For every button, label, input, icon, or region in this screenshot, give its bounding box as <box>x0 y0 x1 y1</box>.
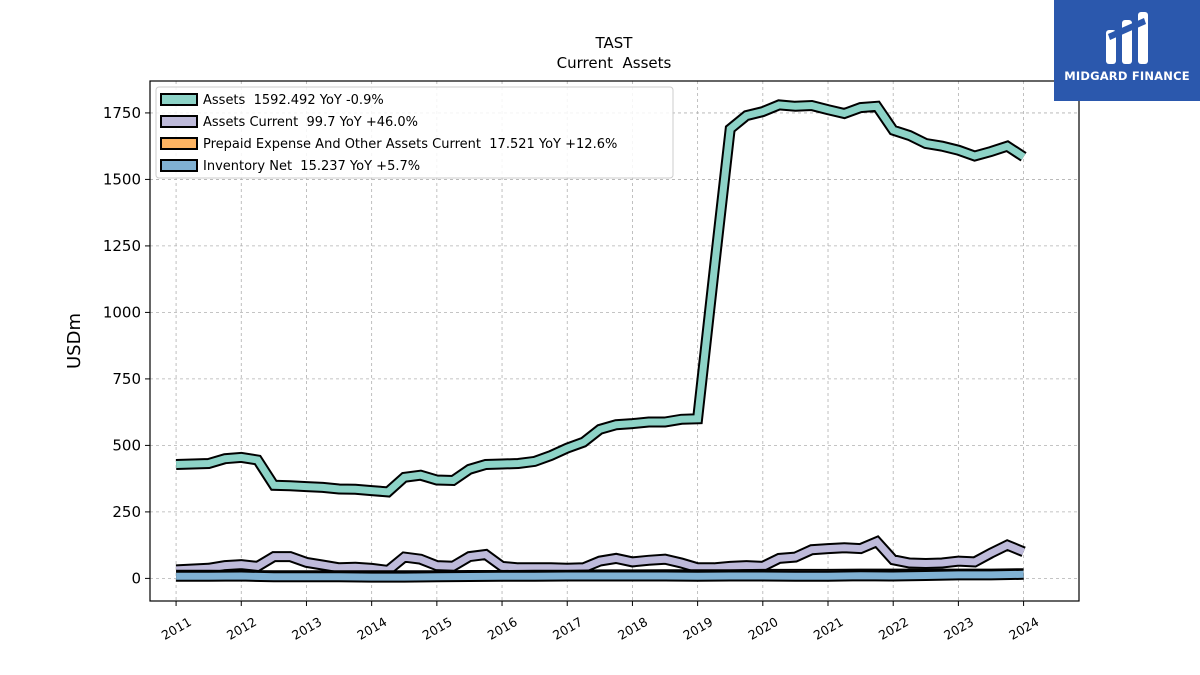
x-tick-label: 2022 <box>876 614 911 643</box>
x-tick-label: 2012 <box>224 614 259 643</box>
x-tick-label: 2024 <box>1006 614 1041 643</box>
legend-label: Prepaid Expense And Other Assets Current… <box>203 137 617 152</box>
x-tick-label: 2016 <box>485 614 520 643</box>
x-tick-label: 2018 <box>615 614 650 643</box>
y-tick-label: 0 <box>131 569 141 587</box>
y-tick-label: 500 <box>112 436 141 454</box>
series-line-outline <box>175 535 1026 577</box>
legend-swatch <box>160 159 198 172</box>
legend-label: Assets Current 99.7 YoY +46.0% <box>203 115 418 130</box>
series-line <box>175 101 1026 496</box>
legend-label: Inventory Net 15.237 YoY +5.7% <box>203 159 420 174</box>
y-tick-label: 750 <box>112 370 141 388</box>
x-tick-label: 2017 <box>550 614 585 643</box>
x-tick-label: 2011 <box>159 614 194 643</box>
series-line <box>175 537 1025 575</box>
x-tick-label: 2013 <box>289 614 324 643</box>
brand-name: MIDGARD FINANCE <box>1064 69 1190 83</box>
legend-label: Assets 1592.492 YoY -0.9% <box>203 93 384 108</box>
x-tick-label: 2021 <box>811 614 846 643</box>
y-tick-label: 250 <box>112 503 141 521</box>
brand-logo: MIDGARD FINANCE <box>1054 0 1200 101</box>
legend-box <box>155 86 674 179</box>
y-tick-label: 1500 <box>103 170 141 188</box>
y-axis-label: USDm <box>64 313 85 369</box>
chart-title: TAST <box>595 34 634 52</box>
brand-mark-icon <box>1106 12 1148 64</box>
plot-frame <box>149 80 1080 602</box>
series-line <box>176 570 1024 581</box>
y-tick-label: 1750 <box>103 104 141 122</box>
x-tick-label: 2015 <box>420 614 455 643</box>
legend-swatch <box>160 115 198 128</box>
x-tick-label: 2023 <box>941 614 976 643</box>
legend: Assets 1592.492 YoY -0.9% Assets Current … <box>155 86 674 179</box>
y-tick-label: 1000 <box>103 303 141 321</box>
x-tick-label: 2020 <box>746 614 781 643</box>
series-layer <box>175 99 1027 583</box>
y-tick-label: 1250 <box>103 237 141 255</box>
legend-swatch <box>160 93 198 106</box>
chart-subtitle: Current Assets <box>557 54 672 72</box>
x-tick-label: 2014 <box>354 614 389 643</box>
legend-swatch <box>160 137 198 150</box>
x-tick-label: 2019 <box>680 614 715 643</box>
